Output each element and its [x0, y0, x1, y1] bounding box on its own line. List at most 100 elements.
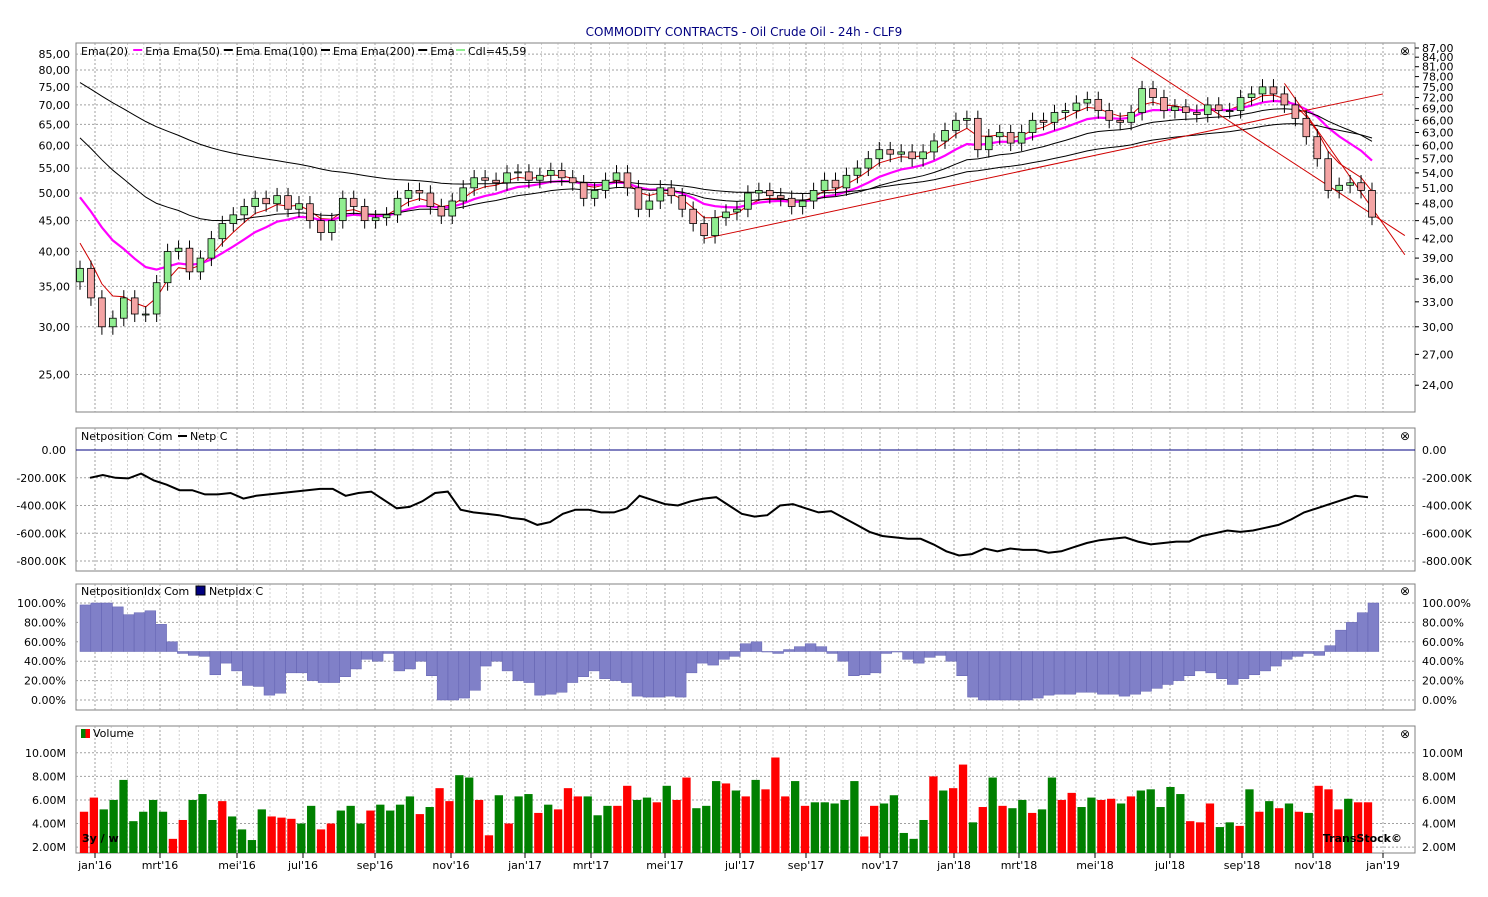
- candle-body: [229, 214, 238, 224]
- candle-body: [579, 182, 588, 199]
- candle-body: [1182, 106, 1190, 113]
- y-tick-label-left: -600.00K: [16, 527, 66, 540]
- volume-bar: [1353, 802, 1363, 853]
- y-tick-label-left: 25,00: [39, 369, 71, 382]
- candle-body: [1006, 132, 1015, 144]
- price-panel: 85,00 80,00 75,00 70,00 65,00 60,00 55,00 50,00…: [39, 42, 1454, 413]
- legend-entry: Ema Ema(100): [236, 45, 318, 58]
- index-bar: [123, 614, 135, 652]
- candle-body: [1116, 119, 1124, 123]
- candle-body: [722, 211, 730, 219]
- index-bar: [1227, 651, 1239, 685]
- x-tick-label: sep'18: [1224, 859, 1261, 872]
- index-bar: [1291, 651, 1304, 657]
- index-bar: [209, 651, 221, 676]
- index-bar: [739, 643, 752, 652]
- index-bar: [1043, 651, 1055, 696]
- y-tick-label-right: 60,00: [1422, 139, 1454, 152]
- volume-bar: [1037, 809, 1047, 853]
- x-tick-label: jan'16: [77, 859, 112, 872]
- price-panel-close-icon[interactable]: ⊗: [1400, 44, 1410, 58]
- index-bar: [1216, 651, 1228, 679]
- volume-bar: [237, 829, 247, 853]
- candle-body: [338, 197, 347, 222]
- netposition-legend: Netposition Com Netp C: [81, 430, 228, 443]
- candle-body: [667, 187, 676, 197]
- legend-swatch: [85, 729, 90, 738]
- x-tick-label: jan'17: [507, 859, 542, 872]
- volume-bar: [800, 805, 810, 853]
- candle-body: [1335, 184, 1343, 191]
- y-tick-label-left: 6.00M: [32, 794, 66, 807]
- netposition-panel-close-icon[interactable]: ⊗: [1400, 429, 1410, 443]
- candle-body: [207, 238, 216, 259]
- candle-body: [1214, 104, 1223, 112]
- candle-body: [437, 206, 446, 217]
- volume-bar: [198, 794, 207, 853]
- ema50-line: [79, 99, 1373, 271]
- index-bar: [274, 651, 286, 694]
- volume-bar: [188, 799, 197, 853]
- volume-bar: [307, 805, 316, 853]
- candle-body: [984, 136, 993, 151]
- y-tick-label-left: 45,00: [39, 215, 71, 228]
- candle-body: [547, 170, 555, 176]
- legend-swatch: [321, 49, 330, 51]
- index-bar: [750, 641, 763, 652]
- netposition-index-grid: [76, 584, 1415, 710]
- candle-body: [393, 197, 402, 216]
- volume-bar: [583, 796, 592, 853]
- y-tick-label-right: 72,00: [1422, 92, 1454, 105]
- index-bar: [685, 651, 698, 674]
- trend-line: [1283, 83, 1406, 256]
- index-bar: [1129, 651, 1141, 695]
- volume-bar: [395, 804, 405, 853]
- y-tick-label-left: 4.00M: [32, 818, 66, 831]
- candle-body: [1105, 110, 1114, 121]
- y-tick-label-right: 84,00: [1422, 51, 1454, 64]
- candle-body: [568, 177, 577, 184]
- candle-body: [787, 197, 796, 207]
- volume-bar: [1097, 799, 1106, 853]
- index-bar: [79, 604, 92, 652]
- candle-body: [152, 282, 161, 315]
- volume-bar: [1047, 777, 1057, 853]
- candle-body: [1324, 158, 1332, 191]
- y-tick-label-right: 36,00: [1422, 273, 1454, 286]
- candle-body: [295, 203, 303, 210]
- netposition-index-panel-close-icon[interactable]: ⊗: [1400, 584, 1410, 598]
- index-bar: [307, 651, 319, 681]
- candle-body: [645, 200, 654, 210]
- index-bar: [815, 646, 828, 652]
- legend-entry: NetpositionIdx Com: [81, 585, 189, 598]
- y-tick-label-left: 60.00%: [24, 636, 66, 649]
- index-bar: [913, 651, 925, 664]
- legend-swatch: [81, 729, 86, 738]
- legend-swatch: [195, 585, 206, 596]
- index-bar: [956, 651, 968, 676]
- candle-body: [536, 174, 544, 181]
- volume-bar: [524, 794, 533, 853]
- volume-bar: [1245, 789, 1254, 853]
- index-bar: [371, 651, 384, 662]
- index-bar: [404, 651, 416, 670]
- netposition-grid: [76, 428, 1415, 571]
- index-bar: [101, 602, 113, 652]
- legend-swatch: [178, 435, 187, 437]
- candle-body: [98, 297, 106, 328]
- volume-panel-close-icon[interactable]: ⊗: [1400, 727, 1410, 741]
- candle-body: [76, 267, 84, 283]
- index-bar: [90, 602, 102, 652]
- candle-body: [1061, 110, 1070, 113]
- candle-body: [798, 200, 807, 207]
- volume-bar: [119, 779, 128, 853]
- y-tick-label-right: 33,00: [1422, 296, 1454, 309]
- volume-bar: [652, 802, 662, 853]
- candle-body: [1039, 119, 1048, 123]
- candle-body: [1193, 112, 1201, 115]
- volume-bar: [366, 810, 375, 853]
- index-bar: [1021, 651, 1033, 701]
- candle-body: [503, 172, 511, 184]
- volume-bar: [484, 835, 494, 853]
- index-bar: [480, 651, 492, 667]
